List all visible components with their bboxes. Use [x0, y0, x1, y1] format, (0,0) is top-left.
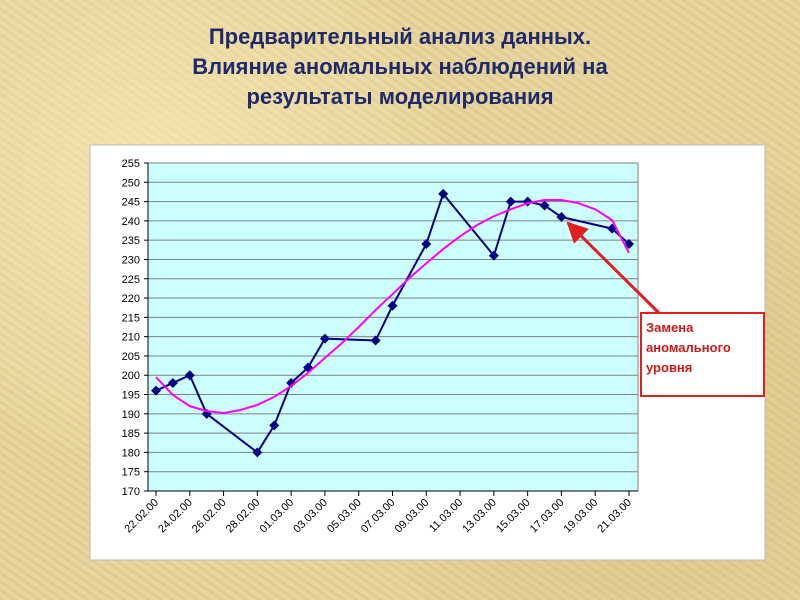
y-tick-label: 205	[122, 351, 140, 363]
title-line: Влияние аномальных наблюдений на	[192, 54, 608, 79]
point	[387, 300, 398, 311]
y-tick-label: 215	[122, 312, 140, 324]
plot-area	[147, 162, 639, 492]
point	[539, 200, 550, 211]
title-line: результаты моделирования	[246, 84, 554, 109]
y-tick-label: 230	[122, 254, 140, 266]
y-tick-label: 220	[122, 293, 140, 305]
y-tick-label: 185	[122, 428, 140, 440]
y-tick-label: 240	[122, 216, 140, 228]
y-tick-label: 195	[122, 390, 140, 402]
title-line: Предварительный анализ данных.	[208, 24, 592, 49]
y-tick-label: 175	[122, 467, 140, 479]
annotation-arrow	[566, 221, 662, 316]
point	[252, 447, 263, 458]
y-tick-label: 200	[122, 370, 140, 382]
point	[184, 370, 195, 381]
point	[151, 385, 161, 396]
point	[488, 250, 499, 261]
series-line	[155, 199, 630, 415]
point	[286, 377, 297, 388]
point	[269, 420, 280, 431]
point	[167, 377, 178, 388]
point	[556, 212, 567, 223]
point	[505, 196, 516, 207]
title: Предварительный анализ данных. Влияние а…	[0, 22, 800, 112]
point	[319, 333, 330, 344]
point	[370, 335, 381, 346]
y-tick-label: 225	[122, 274, 140, 286]
y-tick-label: 190	[122, 409, 140, 421]
y-tick-label: 170	[122, 486, 140, 498]
y-tick-label: 180	[122, 447, 140, 459]
point	[438, 188, 449, 199]
y-tick-label: 210	[122, 332, 140, 344]
y-tick-label: 255	[122, 158, 140, 170]
y-tick-label: 235	[122, 235, 140, 247]
y-tick-label: 245	[122, 197, 140, 209]
y-tick-label: 250	[122, 177, 140, 189]
point	[421, 239, 432, 250]
annotation: Замена аномального уровня	[640, 312, 765, 397]
